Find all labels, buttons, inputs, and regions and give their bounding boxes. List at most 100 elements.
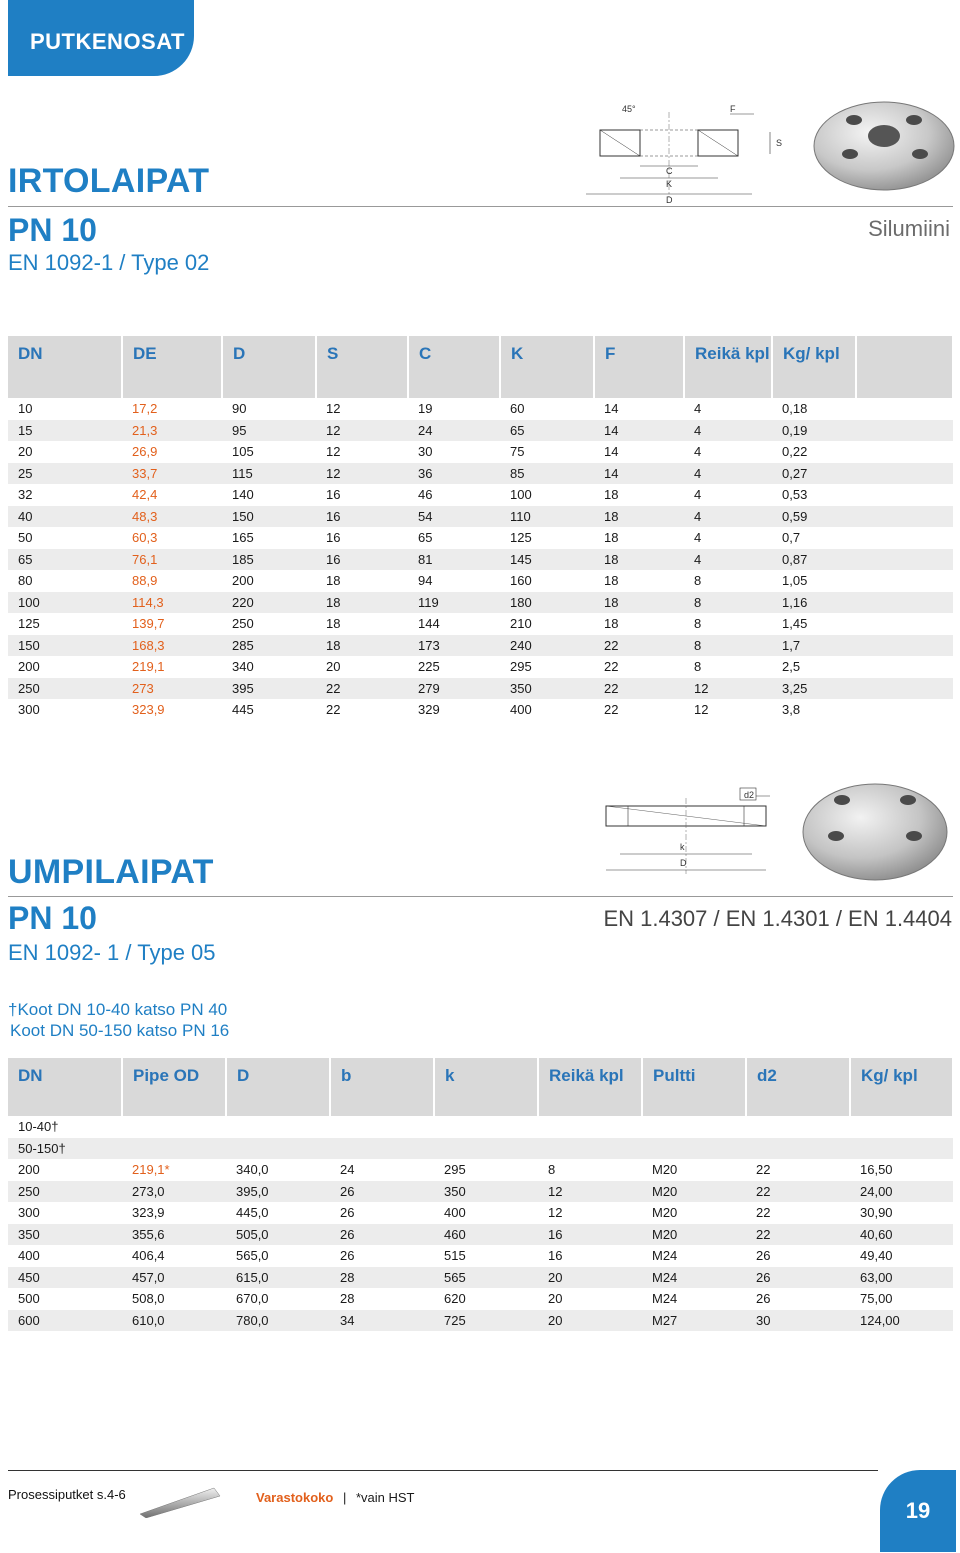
size-note-2: Koot DN 50-150 katso PN 16 [10,1021,230,1040]
table-cell-empty [856,419,953,441]
table-row: 150 168,3 285 18 173 240 22 8 1,7 [8,634,953,656]
table-cell: 615,0 [226,1266,330,1288]
table-cell: 225 [418,659,440,674]
table-cell: 8 [694,616,702,631]
table-cell: 220 [222,591,316,613]
table-cell: 16 [326,530,341,545]
table-cell: 24 [340,1162,355,1177]
table-cell: 18 [594,505,684,527]
umpilaipat-standard: EN 1092- 1 / Type 05 [8,940,216,965]
table-cell: 350 [434,1180,538,1202]
table-cell: 15 [8,419,122,441]
table-cell: 114,3 [122,591,222,613]
table-cell: 780,0 [226,1309,330,1331]
table-cell: 26 [330,1223,434,1245]
table-cell: 10-40† [18,1119,59,1134]
table-cell: 12 [326,401,341,416]
table-cell: 12 [316,419,408,441]
table-cell: M24 [642,1266,746,1288]
table-cell: 18 [594,548,684,570]
table-cell: 350 [8,1223,122,1245]
table-cell: 40,60 [850,1223,953,1245]
table-cell: 124,00 [850,1309,953,1331]
diagram-label-s: S [776,138,782,148]
table-cell: 1,05 [782,573,808,588]
col-kg: Kg/ kpl [772,336,857,398]
table-row: 25 33,7 115 12 36 85 14 4 0,27 [8,462,953,484]
table-cell: 40 [8,505,122,527]
table-cell: 295 [510,659,532,674]
table-cell: 200 [18,659,40,674]
table-cell: 12 [538,1180,642,1202]
table-cell: 200 [18,1162,40,1177]
table-cell: 34 [330,1309,434,1331]
table-cell: 210 [510,616,532,631]
umpilaipat-table: DN Pipe OD D b k Reikä kpl Pultti d2 Kg/… [8,1058,954,1331]
table-cell: 145 [500,548,594,570]
table-cell [226,1137,330,1159]
col-c: C [408,336,501,398]
table-cell: 16 [538,1223,642,1245]
col-f: F [594,336,685,398]
table-cell: 2,5 [782,659,801,674]
table-cell: 24,00 [850,1180,953,1202]
table-cell: 22 [746,1223,850,1245]
umpilaipat-material: EN 1.4307 / EN 1.4301 / EN 1.4404 [603,906,952,931]
table-row: 65 76,1 185 16 81 145 18 4 0,87 [8,548,953,570]
table-row: 350 355,6 505,0 26 460 16 M20 22 40,60 [8,1223,953,1245]
table-cell: 610,0 [122,1309,226,1331]
table-cell: 49,40 [860,1248,893,1263]
table-cell: 88,9 [132,573,158,588]
table-cell: 8 [684,634,772,656]
table-cell-empty [856,441,953,463]
col-dn: DN [8,336,123,398]
table-cell: 323,9 [132,702,165,717]
table-cell: 508,0 [132,1291,165,1306]
table-cell [642,1116,746,1138]
table-cell: 28 [330,1266,434,1288]
table-cell: 0,59 [772,505,856,527]
table-cell: 12 [316,462,408,484]
table-cell: 12 [684,677,772,699]
table-cell: 18 [316,591,408,613]
table-cell: 400 [18,1248,40,1263]
table-cell: 65 [8,548,122,570]
table-cell: 8 [694,573,702,588]
table-cell: 110 [500,505,594,527]
table-cell: 48,3 [122,505,222,527]
table-cell: 26 [746,1266,850,1288]
table-cell: 505,0 [226,1223,330,1245]
table-cell: 21,3 [122,419,222,441]
table-cell-empty [856,699,953,721]
page-number: 19 [880,1470,956,1552]
table-cell: 460 [434,1223,538,1245]
table-cell: 3,8 [782,702,801,717]
table-row: 15 21,3 95 12 24 65 14 4 0,19 [8,419,953,441]
footer-legend: Varastokoko | *vain HST [256,1490,415,1505]
table-cell: 250 [8,1180,122,1202]
table-cell-empty [856,591,953,613]
table-row: 100 114,3 220 18 119 180 18 8 1,16 [8,591,953,613]
col-dn: DN [8,1058,123,1116]
table-cell [746,1116,850,1138]
table-cell: 50-150† [8,1137,122,1159]
table-cell-empty [856,505,953,527]
table-row: 300 323,9 445 22 329 400 22 12 3,8 [8,699,953,721]
table-cell: 46 [418,487,433,502]
table-cell: 22 [326,702,341,717]
table-row: 32 42,4 140 16 46 100 18 4 0,53 [8,484,953,506]
table-cell: 1,45 [782,616,808,631]
table-cell: M20 [642,1223,746,1245]
table-row: 40 48,3 150 16 54 110 18 4 0,59 [8,505,953,527]
table-cell: 95 [222,419,316,441]
col-de: DE [122,336,223,398]
table-cell [538,1137,642,1159]
table-cell: 500 [18,1291,40,1306]
table-cell: 65 [418,530,433,545]
table-cell: 18 [604,487,619,502]
table-cell: 30,90 [860,1205,893,1220]
diagram-label-c: C [666,166,673,176]
table-cell: 4 [694,401,702,416]
table-cell: 60 [510,401,525,416]
table-cell: 12 [694,702,709,717]
